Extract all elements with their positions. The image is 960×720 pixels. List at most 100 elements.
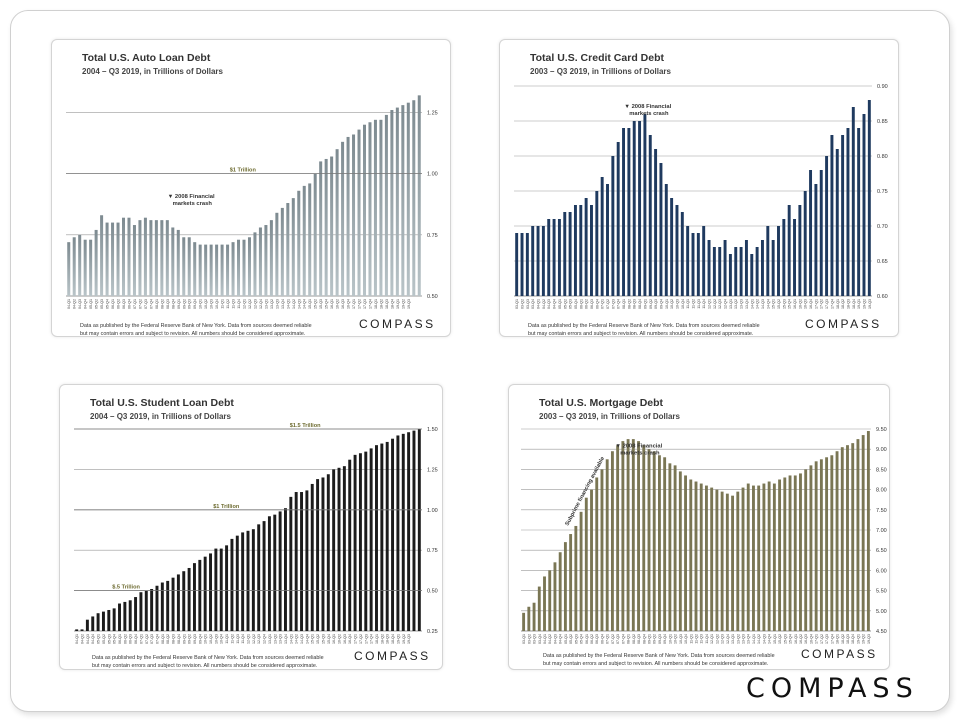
x-tick-label: 03-Q4 [538,634,542,644]
x-tick-label: 06-Q4 [600,634,604,644]
x-tick-label: 10-Q1 [665,299,669,309]
bar [215,244,219,296]
bar [324,158,328,296]
x-tick-label: 11-Q2 [226,299,230,309]
bar [841,135,845,296]
bar [280,207,284,296]
bar [219,548,223,631]
bar [851,443,855,631]
bar [755,247,759,296]
bar [182,571,186,631]
bar [171,577,175,631]
x-tick-label: 07-Q2 [138,299,142,309]
bar [166,580,170,631]
x-tick-label: 12-Q2 [715,634,719,644]
x-tick-label: 10-Q1 [204,634,208,644]
y-tick-label: 8.00 [876,488,887,494]
bar [825,156,829,296]
x-tick-label: 05-Q1 [564,634,568,644]
y-tick-label: 1.25 [427,467,438,473]
x-tick-label: 05-Q4 [574,299,578,309]
x-tick-label: 11-Q2 [695,634,699,644]
x-tick-label: 08-Q2 [160,299,164,309]
bar [793,475,797,631]
bar [258,227,262,296]
x-tick-label: 08-Q1 [622,299,626,309]
bar [673,465,677,631]
x-tick-label: 07-Q4 [149,299,153,309]
bar [369,448,373,631]
x-tick-label: 14-Q2 [295,634,299,644]
x-tick-label: 14-Q3 [297,299,301,309]
bar [809,170,813,296]
bar [819,459,823,631]
bar [375,445,378,631]
x-tick-label: 14-Q1 [750,299,754,309]
chart-title: Total U.S. Student Loan Debt [90,397,234,409]
x-tick-label: 19-Q3 [867,634,871,644]
annotation: markets crash [620,450,660,456]
bar [412,430,416,631]
credit-card-chart-panel: 0.60 0.65 0.70 0.75 0.80 0.85 0.90 03-Q1 03-Q2 03… [499,39,899,337]
x-tick-label: 08-Q3 [172,634,176,644]
y-tick-label: 1.50 [427,427,438,433]
bar [616,445,620,631]
x-tick-label: 16-Q4 [809,634,813,644]
bar [139,592,143,631]
bar [664,184,668,296]
bar [840,447,844,631]
x-tick-label: 13-Q3 [742,634,746,644]
x-tick-label: 16-Q1 [330,299,334,309]
x-tick-label: 10-Q3 [675,299,679,309]
y-tick-label: 0.65 [877,259,888,265]
bar [809,465,813,631]
y-tick-label: 1.00 [427,508,438,514]
bar [536,226,540,296]
x-tick-label: 11-Q2 [692,299,696,309]
bar [579,511,583,631]
x-tick-label: 19-Q2 [862,299,866,309]
bar [384,114,388,296]
x-tick-label: 09-Q3 [193,634,197,644]
slide-compass-logo: COMPASS [746,673,919,704]
bar [610,451,614,631]
x-tick-label: 07-Q2 [145,634,149,644]
bar [226,244,230,296]
bar [160,582,164,631]
bar [241,532,245,631]
x-tick-label: 18-Q3 [386,634,390,644]
x-tick-label: 06-Q3 [590,299,594,309]
y-tick-label: 5.50 [876,589,887,595]
x-tick-label: 17-Q4 [368,299,372,309]
bar [313,173,317,296]
bar [75,629,79,631]
bar [396,435,400,631]
bar [373,119,377,296]
x-tick-label: 19-Q1 [857,299,861,309]
bar [358,453,362,631]
x-tick-label: 14-Q2 [757,634,761,644]
x-tick-label: 16-Q1 [332,634,336,644]
bar [680,212,684,296]
bar [710,487,714,631]
y-tick-label: 0.25 [427,629,438,635]
x-tick-label: 15-Q1 [308,299,312,309]
bar [712,247,716,296]
x-tick-label: 11-Q4 [702,299,706,309]
x-tick-label: 12-Q3 [253,299,257,309]
x-tick-label: 11-Q3 [700,634,704,644]
bar [242,239,246,296]
bar [176,229,180,296]
bar [574,525,578,631]
bar [788,475,792,631]
x-tick-label: 16-Q3 [804,299,808,309]
x-tick-label: 12-Q1 [243,299,247,309]
bar [752,485,755,631]
footer-note-line-1: Data as published by the Federal Reserve… [543,653,775,659]
x-tick-label: 04-Q4 [559,634,563,644]
x-tick-label: 15-Q2 [777,299,781,309]
x-tick-label: 10-Q3 [210,299,214,309]
auto-loan-chart-panel: 0.50 0.75 1.00 1.25 04-Q1 04-Q2 04-Q3 04-Q4 05-Q… [51,39,451,337]
bar [606,184,609,296]
